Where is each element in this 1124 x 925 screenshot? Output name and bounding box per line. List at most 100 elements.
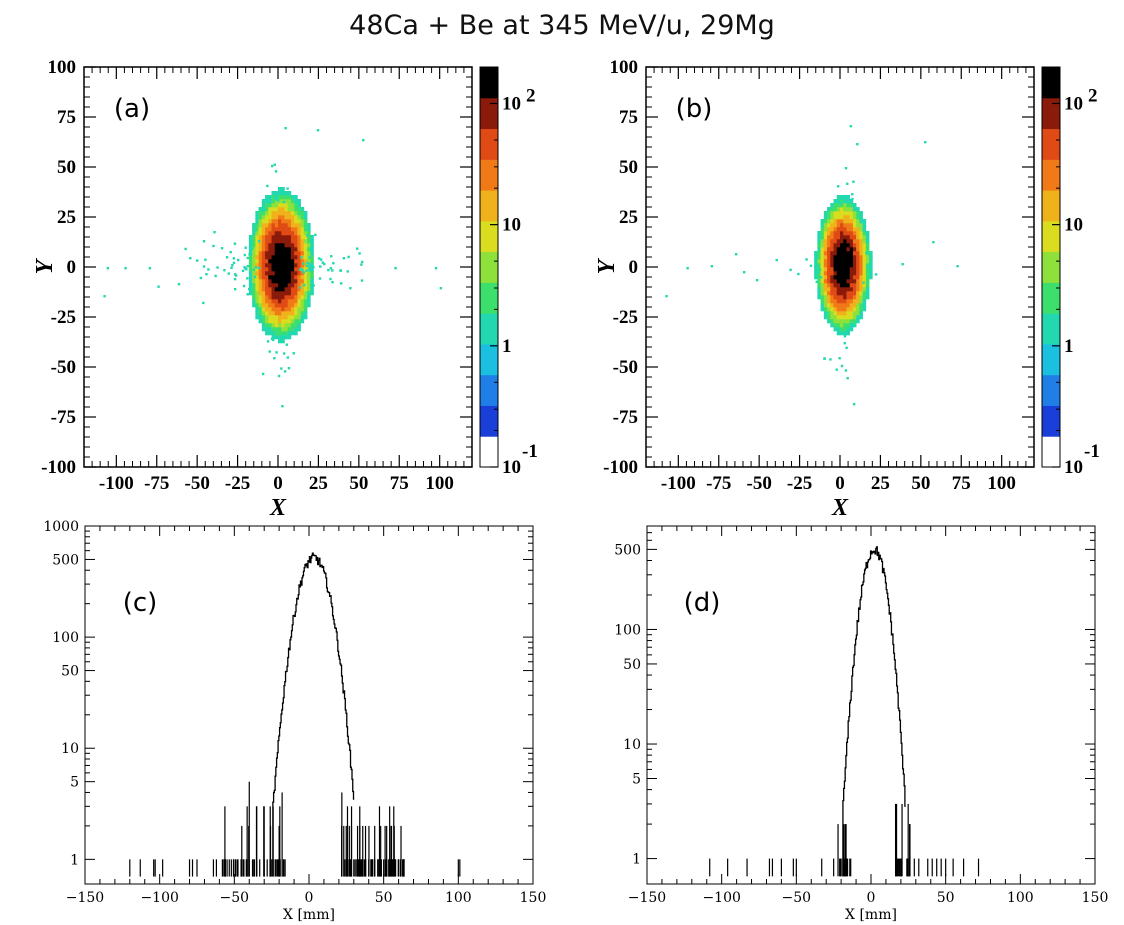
panel-b-bin — [823, 287, 828, 292]
panel-b-bin — [846, 323, 850, 328]
panel-b-bin — [843, 291, 847, 296]
panel-a-bin — [255, 259, 259, 264]
panel-b-bin — [823, 219, 828, 224]
panel-a-bin — [252, 279, 256, 284]
panel-c-xtick-label: −100 — [140, 890, 178, 906]
panel-b-bin — [840, 319, 844, 324]
panel-a-tail-bin — [310, 277, 314, 280]
panel-b-bin — [846, 243, 850, 248]
panel-a-bin — [261, 323, 266, 328]
panel-b-bin — [820, 275, 825, 280]
panel-a-bin — [310, 287, 314, 292]
panel-a-tail-bin — [233, 287, 237, 291]
panel-b-bin — [833, 319, 838, 324]
panel-a-bin — [290, 327, 295, 332]
panel-b-tail-bin — [840, 201, 843, 205]
panel-a-tail-bin — [157, 285, 160, 288]
panel-b-bin — [840, 243, 844, 248]
panel-b-bin — [865, 263, 870, 268]
panel-a-bin — [294, 319, 298, 324]
panel-b-bin — [814, 251, 818, 256]
panel-a-outlier-bin — [284, 127, 287, 130]
panel-a-bin — [271, 243, 276, 248]
panel-a-bin — [310, 239, 314, 244]
panel-a-bin — [284, 247, 288, 252]
panel-a-tail-bin — [266, 340, 270, 343]
panel-b-outlier-bin — [734, 253, 738, 256]
panel-a-bin — [255, 267, 259, 272]
panel-a-tail-bin — [273, 163, 276, 166]
panel-a-bin — [261, 247, 266, 252]
panel-b-bin — [840, 199, 844, 204]
panel-a-tail-bin — [212, 244, 215, 248]
panel-a-bin — [274, 219, 279, 224]
panel-a-bin — [274, 247, 279, 252]
panel-a-bin — [252, 263, 256, 268]
panel-b-bin — [827, 247, 831, 252]
panel-a-bin — [265, 251, 269, 256]
panel-b-bin — [862, 275, 867, 280]
panel-b-bin — [843, 199, 847, 204]
panel-a-tail-bin — [280, 367, 283, 370]
panel-b-bin — [856, 235, 860, 240]
panel-b-bin — [859, 219, 863, 224]
panel-a-bin — [265, 211, 269, 216]
panel-b-bin — [869, 263, 873, 268]
panel-a-bin — [284, 255, 288, 260]
panel-a-bin — [258, 223, 263, 228]
panel-b-bin — [823, 211, 828, 216]
panel-b-bin — [830, 275, 834, 280]
panel-c-ytick-label: 1 — [70, 852, 79, 868]
panel-b-bin — [840, 307, 844, 312]
panel-b-bin — [862, 259, 867, 264]
panel-b-bin — [823, 247, 828, 252]
panel-b-ylabel: Y — [594, 257, 620, 274]
panel-a-colorbar-label-1: 1 — [502, 336, 512, 357]
panel-b-colorbar-label-10: 10 — [1064, 457, 1083, 478]
panel-a-bin — [287, 291, 292, 296]
panel-c-xtick-label: 100 — [445, 890, 472, 906]
histogram-panel-d: −150 −100 −50 0 50 100 150 X [mm] 500 100 50 10 5 1 (d… — [614, 525, 1108, 923]
panel-b-outlier-bin — [956, 265, 959, 268]
panel-a-bin — [281, 319, 285, 324]
panel-a-xtick-label: -50 — [185, 473, 210, 494]
panel-a-bin — [274, 295, 279, 300]
panel-a-colorbar-label-10b: 10 — [502, 215, 521, 236]
panel-b-bin — [856, 299, 860, 304]
panel-a-bin — [261, 215, 266, 220]
panel-a-bin — [290, 211, 295, 216]
panel-a-bin — [258, 267, 263, 272]
panel-b-tail-bin — [823, 357, 826, 360]
panel-b-bin — [817, 283, 821, 288]
panel-b-bin — [840, 219, 844, 224]
panel-a-bin — [284, 291, 288, 296]
panel-a-bin — [307, 243, 311, 248]
panel-a-bin — [278, 215, 282, 220]
panel-b-tail-bin — [815, 280, 818, 284]
panel-a-panel-label: (a) — [114, 94, 150, 124]
panel-a-bin — [255, 303, 259, 308]
panel-a-bin — [307, 287, 311, 292]
panel-b-bin — [849, 255, 854, 260]
panel-b-bin — [843, 211, 847, 216]
panel-a-tail-bin — [286, 356, 290, 359]
panel-a-bin — [303, 287, 308, 292]
panel-b-bin — [856, 259, 860, 264]
panel-a-bin — [268, 291, 272, 296]
panel-b-bin — [823, 239, 828, 244]
panel-b-bin — [843, 299, 847, 304]
panel-b-bin — [830, 311, 834, 316]
panel-b-bin — [820, 247, 825, 252]
panel-b-bin — [817, 247, 821, 252]
panel-a-colorbar-label-100: 10 — [502, 93, 521, 114]
panel-b-bin — [840, 223, 844, 228]
panel-b-bin — [846, 283, 850, 288]
panel-c-xtick-label: −50 — [220, 890, 250, 906]
panel-d-xlabel: X [mm] — [845, 907, 897, 923]
panel-a-bin — [261, 299, 266, 304]
panel-a-bin — [297, 275, 301, 280]
panel-a-tail-bin — [202, 265, 206, 268]
panel-a-bin — [281, 271, 285, 276]
panel-a-bin — [290, 287, 295, 292]
panel-a-bin — [303, 227, 308, 232]
